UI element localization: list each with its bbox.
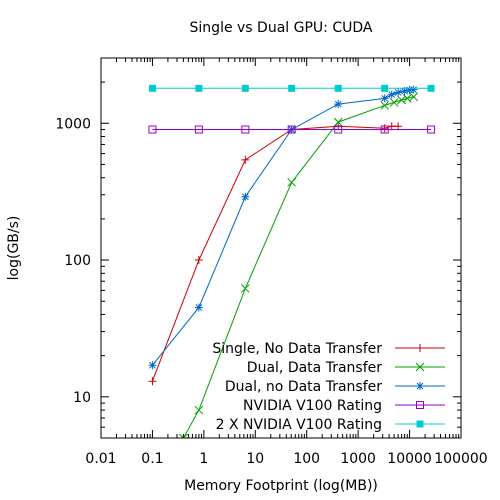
data-point <box>334 84 342 92</box>
data-point <box>380 101 390 110</box>
y-tick-label: 1000 <box>55 116 91 132</box>
x-tick-label: 0.1 <box>141 451 163 467</box>
data-point <box>287 177 297 187</box>
data-point <box>148 377 157 386</box>
x-tick-label: 1000 <box>340 451 376 467</box>
axis-ticks: 0.01 0.1 1 10 100 1000 10000 100000 10 100 1000 <box>55 58 488 467</box>
data-point <box>394 122 403 131</box>
plot-frame <box>100 57 462 439</box>
data-point <box>409 85 418 94</box>
data-point <box>148 361 157 370</box>
data-point <box>194 256 203 265</box>
series-4 <box>148 125 436 134</box>
data-point <box>416 420 424 428</box>
data-point <box>405 86 414 95</box>
data-point <box>380 94 389 103</box>
data-point <box>194 303 203 312</box>
legend-label: 2 X NVIDIA V100 Rating <box>216 417 382 433</box>
y-axis-label: log(GB/s) <box>6 216 22 281</box>
x-tick-label: 100 <box>293 451 320 467</box>
plot-area <box>148 84 436 438</box>
data-point <box>416 401 424 409</box>
data-point <box>194 125 203 134</box>
x-tick-label: 10000 <box>387 451 432 467</box>
legend-label: Dual, Data Transfer <box>247 360 382 376</box>
y-tick-label: 10 <box>73 390 91 406</box>
legend: Single, No Data Transfer Dual, Data Trans… <box>212 341 445 433</box>
x-tick-label: 0.01 <box>85 451 116 467</box>
data-point <box>387 90 396 99</box>
data-point <box>427 84 435 92</box>
chart-title: Single vs Dual GPU: CUDA <box>190 20 373 36</box>
x-axis-label: Memory Footprint (log(MB)) <box>184 478 378 494</box>
data-point <box>241 125 250 134</box>
data-point <box>416 382 424 390</box>
data-point <box>380 125 389 134</box>
data-point <box>241 84 249 92</box>
data-point <box>179 433 188 438</box>
data-point <box>415 362 425 372</box>
series-line <box>182 96 414 438</box>
data-point <box>240 284 250 293</box>
data-point <box>334 125 343 134</box>
y-tick-label: 100 <box>64 253 91 269</box>
data-point <box>409 92 418 102</box>
legend-label: NVIDIA V100 Rating <box>243 398 382 414</box>
legend-label: Dual, no Data Transfer <box>225 379 382 395</box>
series-5 <box>148 84 435 92</box>
data-point <box>148 125 157 134</box>
data-point <box>333 117 343 127</box>
data-point <box>334 100 343 109</box>
data-point <box>397 95 406 105</box>
data-point <box>381 84 389 92</box>
data-point <box>287 125 296 134</box>
x-tick-label: 10 <box>246 451 264 467</box>
data-point <box>195 84 203 92</box>
x-tick-label: 100000 <box>434 451 487 467</box>
data-point <box>427 125 436 134</box>
data-point <box>194 405 204 415</box>
legend-label: Single, No Data Transfer <box>212 341 382 357</box>
data-point <box>288 84 296 92</box>
data-point <box>148 84 156 92</box>
data-point <box>241 155 250 164</box>
x-tick-label: 1 <box>199 451 208 467</box>
data-point <box>394 88 403 97</box>
data-point <box>389 98 399 107</box>
data-point <box>241 192 250 201</box>
data-point <box>416 344 424 352</box>
data-point <box>400 87 409 96</box>
series-2 <box>179 92 418 438</box>
